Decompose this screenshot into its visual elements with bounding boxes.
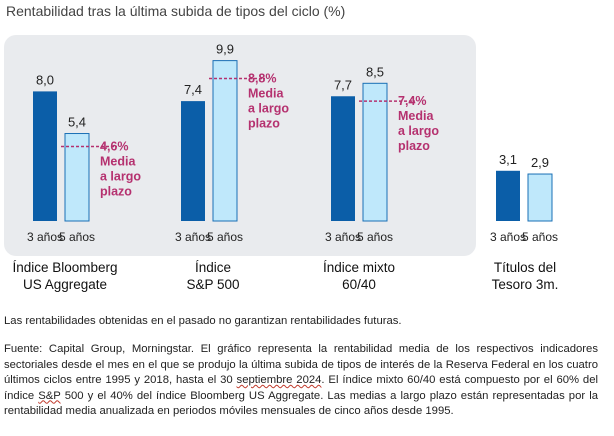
avg-label-0-3: plazo [100,184,132,198]
avg-label-0-2: a largo [100,169,141,183]
bar-3y-2 [331,96,355,221]
tick-label-3y-1: 3 años [175,230,211,244]
bar-3y-0 [33,91,57,222]
bar-5y-1 [212,60,238,222]
avg-label-2-0: 7,4% [398,94,427,108]
chart-title: Rentabilidad tras la última subida de ti… [6,3,346,19]
value-label-5y-1: 9,9 [216,42,234,57]
group-label-bloomberg: Índice Bloomberg US Aggregate [12,260,118,292]
source-text-d: S&P [38,389,61,402]
tick-label-5y-1: 5 años [207,230,243,244]
value-label-5y-0: 5,4 [68,115,86,130]
bar-5y-3 [527,173,553,222]
tick-label-3y-3: 3 años [490,230,526,244]
source-text-a: Fuente: Capital Group, Morningstar. El g… [4,343,598,386]
value-label-5y-2: 8,5 [366,64,384,79]
avg-label-0-0: 4,6% [100,139,129,153]
value-label-3y-1: 7,4 [184,82,202,97]
source-text-e: 500 y el 40% del índice Bloomberg US Agg… [4,389,598,418]
source-text-b: septiembre 2024 [236,374,322,386]
avg-label-2-3: plazo [398,139,430,153]
source-note: Fuente: Capital Group, Morningstar. El g… [4,342,598,420]
tick-label-3y-2: 3 años [325,230,361,244]
avg-label-0-1: Media [100,154,136,168]
group-label-tesoro: Títulos del Tesoro 3m. [491,260,559,292]
bar-3y-3 [496,170,520,221]
tick-label-3y-0: 3 años [27,230,63,244]
bar-3y-1 [181,101,205,221]
tick-label-5y-3: 5 años [522,230,558,244]
avg-label-1-0: 8,8% [248,71,277,85]
avg-label-1-3: plazo [248,116,280,130]
value-label-3y-3: 3,1 [499,152,517,167]
tick-label-5y-2: 5 años [357,230,393,244]
bar-5y-2 [362,82,388,222]
value-label-3y-0: 8,0 [36,72,54,87]
avg-label-1-2: a largo [248,101,289,115]
avg-label-2-1: Media [398,109,434,123]
bar-5y-0 [64,133,90,222]
avg-label-1-1: Media [248,86,284,100]
avg-label-2-2: a largo [398,124,439,138]
chart-panel-background [4,35,476,256]
tick-label-5y-0: 5 años [59,230,95,244]
source-text-c: . El índice mixto 60/40 está compuesto p… [4,374,598,402]
value-label-3y-2: 7,7 [334,77,352,92]
disclaimer-note: Las rentabilidades obtenidas en el pasad… [4,315,402,327]
group-label-sp500: Índice S&P 500 [186,260,240,292]
value-label-5y-3: 2,9 [531,155,549,170]
group-label-mixto: Índice mixto 60/40 [322,260,396,292]
